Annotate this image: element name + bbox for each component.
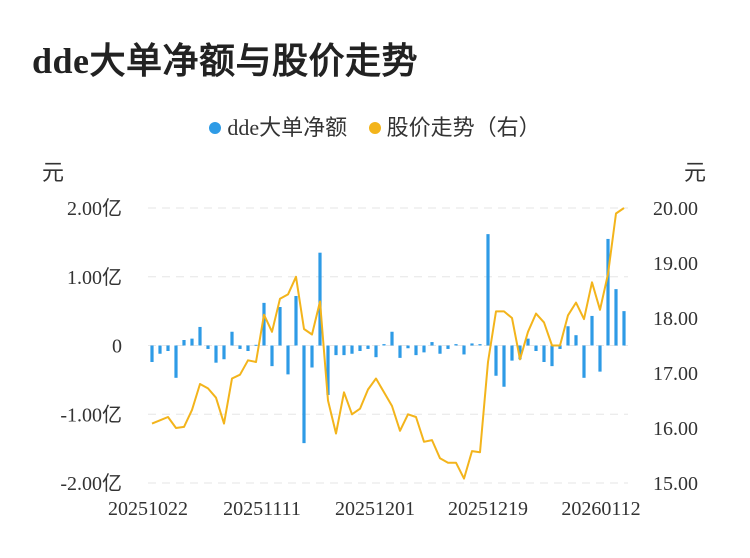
right-axis-tick-label: 20.00 — [653, 198, 698, 220]
bar — [174, 345, 178, 378]
x-axis-tick-label: 20251022 — [108, 498, 188, 520]
left-axis-tick-label: 0 — [112, 336, 122, 358]
left-axis-tick-label: -1.00亿 — [60, 403, 122, 426]
right-axis-unit: 元 — [684, 160, 707, 185]
bar — [622, 311, 626, 346]
bar — [526, 338, 530, 346]
bar — [310, 345, 314, 368]
bar — [558, 345, 562, 349]
right-axis-tick-label: 19.00 — [653, 253, 698, 275]
bar — [542, 345, 546, 362]
bar — [390, 331, 394, 346]
bar — [574, 335, 578, 346]
price-line — [151, 207, 625, 480]
x-axis-tick-label: 20251111 — [223, 498, 301, 520]
bar — [166, 345, 170, 351]
bar — [230, 331, 234, 346]
bar — [318, 252, 322, 346]
x-axis-tick-label: 20251219 — [448, 498, 528, 520]
x-axis-tick-label: 20260112 — [561, 498, 640, 520]
bar — [294, 296, 298, 346]
right-axis-tick-label: 16.00 — [653, 418, 698, 440]
legend-marker-dde — [209, 121, 222, 134]
bar — [150, 345, 154, 362]
legend-item-dde[interactable]: dde大单净额 — [209, 110, 347, 142]
bar — [198, 326, 202, 346]
bar — [398, 345, 402, 358]
bar — [302, 345, 306, 444]
bar — [278, 307, 282, 346]
bar — [286, 345, 290, 375]
bar — [438, 345, 442, 354]
bar — [582, 345, 586, 378]
left-axis-unit: 元 — [42, 160, 65, 185]
bar — [422, 345, 426, 353]
legend-label-dde: dde大单净额 — [227, 115, 348, 140]
bar — [158, 345, 162, 354]
right-axis-tick-label: 17.00 — [653, 363, 698, 385]
bar — [190, 338, 194, 346]
bar — [262, 302, 266, 346]
bar — [606, 238, 610, 346]
bar — [470, 343, 474, 346]
bar — [222, 345, 226, 360]
bar — [454, 344, 458, 346]
bar — [342, 345, 346, 356]
bar — [238, 345, 242, 349]
bar — [366, 345, 370, 349]
bar — [590, 315, 594, 346]
bar — [406, 345, 410, 349]
bar — [382, 344, 386, 346]
x-axis-tick-label: 20251201 — [335, 498, 415, 520]
bar — [478, 344, 482, 346]
bar — [254, 344, 258, 346]
bar — [446, 345, 450, 349]
bar — [614, 289, 618, 346]
bar — [414, 345, 418, 356]
bar — [566, 326, 570, 346]
bar — [534, 345, 538, 351]
bar — [502, 345, 506, 387]
bar — [494, 345, 498, 376]
bar — [270, 345, 274, 367]
left-axis-tick-label: -2.00亿 — [60, 472, 122, 495]
bar — [550, 345, 554, 367]
bar — [246, 345, 250, 351]
bar — [462, 345, 466, 355]
bar — [358, 345, 362, 351]
bar — [206, 345, 210, 349]
left-axis-tick-label: 1.00亿 — [67, 266, 122, 289]
bar — [334, 345, 338, 356]
bar — [486, 234, 490, 346]
legend-label-price: 股价走势（右） — [386, 115, 541, 140]
bar — [430, 342, 434, 346]
left-axis-tick-label: 2.00亿 — [67, 197, 122, 220]
chart-title: dde大单净额与股价走势 — [32, 41, 419, 81]
bar — [518, 345, 522, 360]
bar — [598, 345, 602, 372]
bar — [182, 340, 186, 346]
legend-item-price[interactable]: 股价走势（右） — [368, 110, 541, 142]
right-axis-tick-label: 18.00 — [653, 308, 698, 330]
bar — [374, 345, 378, 358]
bar — [214, 345, 218, 363]
legend: dde大单净额 股价走势（右） — [0, 110, 750, 142]
bar — [350, 345, 354, 354]
legend-marker-price — [368, 121, 381, 134]
bar — [326, 345, 330, 395]
right-axis-tick-label: 15.00 — [653, 473, 698, 495]
bar — [510, 345, 514, 361]
